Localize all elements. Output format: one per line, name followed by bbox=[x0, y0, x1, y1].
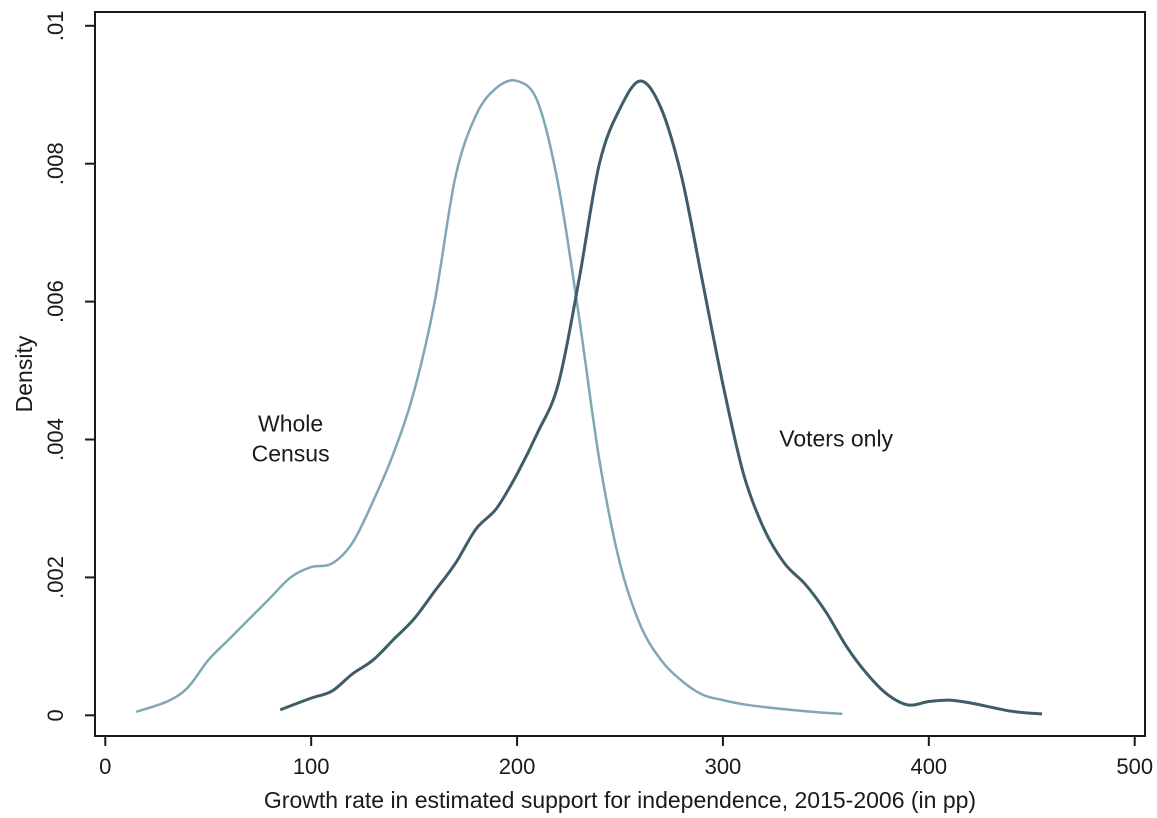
y-tick-label: .004 bbox=[43, 418, 68, 461]
y-axis: 0 .002 .004 .006 .008 .01 bbox=[43, 10, 95, 721]
y-tick-label: .01 bbox=[43, 10, 68, 41]
y-tick-label: 0 bbox=[43, 709, 68, 721]
y-tick-label: .002 bbox=[43, 556, 68, 599]
annotation-layer: Whole Census Voters only bbox=[252, 410, 894, 466]
plot-frame bbox=[94, 11, 1146, 737]
curve-annotation: Whole Census bbox=[252, 410, 330, 466]
series-line-voters-only bbox=[279, 79, 1043, 716]
curve-annotation: Voters only bbox=[779, 425, 893, 451]
x-tick-label: 0 bbox=[99, 754, 111, 779]
x-axis-title: Growth rate in estimated support for ind… bbox=[264, 787, 976, 813]
x-tick-label: 100 bbox=[293, 754, 330, 779]
series-line-whole-census bbox=[135, 79, 843, 716]
x-tick-label: 300 bbox=[705, 754, 742, 779]
y-axis-title: Density bbox=[11, 335, 37, 412]
y-tick-label: .006 bbox=[43, 280, 68, 323]
x-tick-label: 500 bbox=[1116, 754, 1153, 779]
y-tick-label: .008 bbox=[43, 142, 68, 185]
x-tick-label: 400 bbox=[910, 754, 947, 779]
x-tick-label: 200 bbox=[499, 754, 536, 779]
series-layer bbox=[135, 79, 1043, 716]
x-axis: 0 100 200 300 400 500 bbox=[99, 736, 1153, 779]
